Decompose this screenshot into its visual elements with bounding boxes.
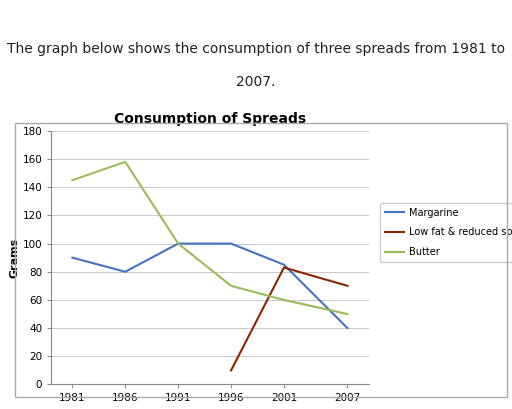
Text: 2007.: 2007.	[237, 75, 275, 89]
Butter	[228, 283, 234, 288]
Margarine	[69, 255, 75, 260]
Butter	[69, 178, 75, 183]
Line: Low fat & reduced spreads: Low fat & reduced spreads	[231, 267, 348, 371]
Margarine	[228, 241, 234, 246]
Butter	[281, 297, 287, 302]
Margarine	[122, 269, 129, 274]
Title: Consumption of Spreads: Consumption of Spreads	[114, 112, 306, 126]
Butter	[175, 241, 181, 246]
Line: Butter: Butter	[72, 162, 348, 314]
Low fat & reduced spreads	[228, 368, 234, 373]
Butter	[122, 160, 129, 164]
Margarine	[175, 241, 181, 246]
Butter	[345, 312, 351, 317]
Text: The graph below shows the consumption of three spreads from 1981 to: The graph below shows the consumption of…	[7, 42, 505, 56]
Margarine	[345, 326, 351, 330]
Legend: Margarine, Low fat & reduced spreads, Butter: Margarine, Low fat & reduced spreads, Bu…	[380, 203, 512, 262]
Y-axis label: Grams: Grams	[10, 238, 19, 278]
Margarine	[281, 262, 287, 267]
Line: Margarine: Margarine	[72, 244, 348, 328]
Low fat & reduced spreads	[345, 283, 351, 288]
Low fat & reduced spreads	[281, 265, 287, 270]
